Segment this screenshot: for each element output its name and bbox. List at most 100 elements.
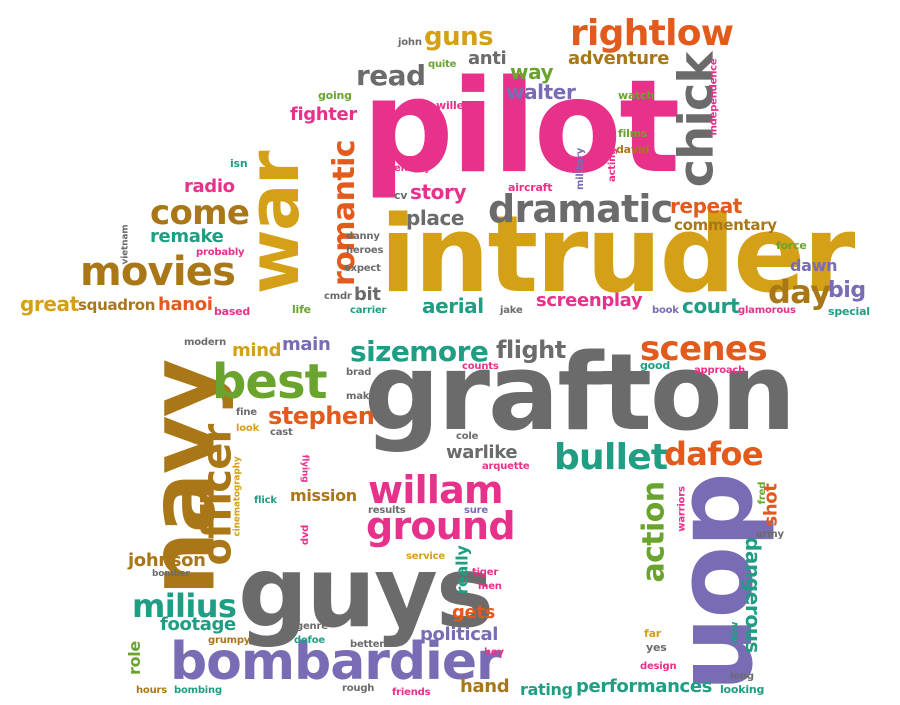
word: flick [254, 495, 277, 506]
word: enemy [394, 163, 431, 174]
word: great [20, 292, 79, 316]
word: hey [484, 647, 504, 658]
word: milius [132, 587, 237, 625]
word: mind [232, 340, 282, 361]
word: movies [80, 249, 236, 295]
word: quite [428, 59, 457, 70]
word: ground [366, 504, 516, 548]
word: far [644, 627, 661, 640]
word: warlike [446, 442, 518, 463]
word: cast [270, 427, 293, 438]
word: jake [500, 305, 523, 316]
word: action [636, 481, 672, 583]
word: life [292, 303, 311, 316]
word: army [756, 529, 784, 540]
word: carrier [350, 305, 387, 316]
word: look [236, 423, 260, 434]
word: flight [496, 336, 566, 364]
word: really [452, 545, 472, 595]
word: big [828, 278, 866, 303]
word: new [729, 621, 741, 645]
word: bullet [554, 437, 668, 478]
word: come [150, 193, 250, 233]
word: glamorous [738, 305, 796, 316]
word: aircraft [508, 181, 553, 194]
word: footage [160, 614, 236, 635]
word: mission [290, 486, 357, 505]
word: place [406, 206, 465, 230]
word: expect [344, 263, 381, 274]
word: bombing [174, 685, 222, 696]
word: best [212, 354, 328, 410]
word: adventure [568, 48, 670, 69]
word: day [768, 273, 831, 311]
word: special [828, 305, 870, 318]
word: radio [184, 176, 235, 197]
word: rightlow [570, 13, 734, 54]
word: defoe [294, 635, 325, 646]
word: fine [236, 407, 257, 418]
word: heroes [346, 245, 384, 256]
word: films [618, 127, 648, 140]
word: long [730, 671, 754, 682]
word: pilot [362, 53, 680, 202]
word: role [124, 641, 144, 675]
word: hanoi [158, 294, 213, 315]
word: dvd [300, 524, 312, 546]
word: independence [708, 58, 720, 136]
word: repeat [670, 194, 742, 218]
word: based [214, 305, 251, 318]
word: probably [196, 247, 245, 258]
word: modern [184, 337, 227, 348]
word: grafton [364, 331, 796, 454]
word: john [398, 37, 422, 48]
word: military [575, 147, 587, 191]
word: stephen [268, 402, 375, 430]
word: watch [618, 89, 655, 102]
word: dawn [790, 256, 838, 275]
word: aerial [422, 294, 484, 318]
word: walter [506, 80, 576, 104]
word: cmdr [324, 291, 352, 302]
word: force [776, 239, 807, 252]
word: johnson [128, 550, 206, 571]
word: fighter [290, 104, 357, 125]
word: dangerous [741, 536, 766, 654]
word: service [406, 551, 445, 562]
word: court [682, 294, 740, 318]
word: war [233, 151, 316, 295]
word: david [616, 143, 650, 156]
word: sure [464, 505, 488, 516]
word: brad [346, 367, 372, 378]
word: make [346, 391, 376, 402]
word: screenplay [536, 290, 643, 311]
word: tiger [472, 567, 499, 578]
word: bit [354, 284, 381, 305]
word: bombardier [170, 632, 502, 692]
word: genre [296, 621, 328, 632]
word: good [640, 359, 670, 372]
word: story [410, 180, 467, 204]
word: read [356, 59, 426, 92]
word: acting [606, 148, 618, 182]
word: gets [452, 602, 495, 623]
word: cole [456, 431, 479, 442]
word: willem [436, 99, 476, 112]
word: danny [346, 231, 380, 242]
word: results [368, 505, 406, 516]
word: approach [694, 365, 746, 376]
word: guys [238, 536, 494, 650]
word: cv [394, 189, 408, 202]
word: commentary [674, 216, 777, 234]
word: guns [424, 22, 494, 52]
word: yes [646, 641, 667, 654]
word: design [640, 661, 677, 672]
word: performances [576, 676, 713, 697]
word: bomber [152, 569, 190, 579]
word: men [478, 581, 502, 592]
word: squadron [78, 296, 156, 314]
word: counts [462, 361, 499, 372]
word: willam [368, 468, 504, 512]
word: hours [136, 685, 167, 696]
